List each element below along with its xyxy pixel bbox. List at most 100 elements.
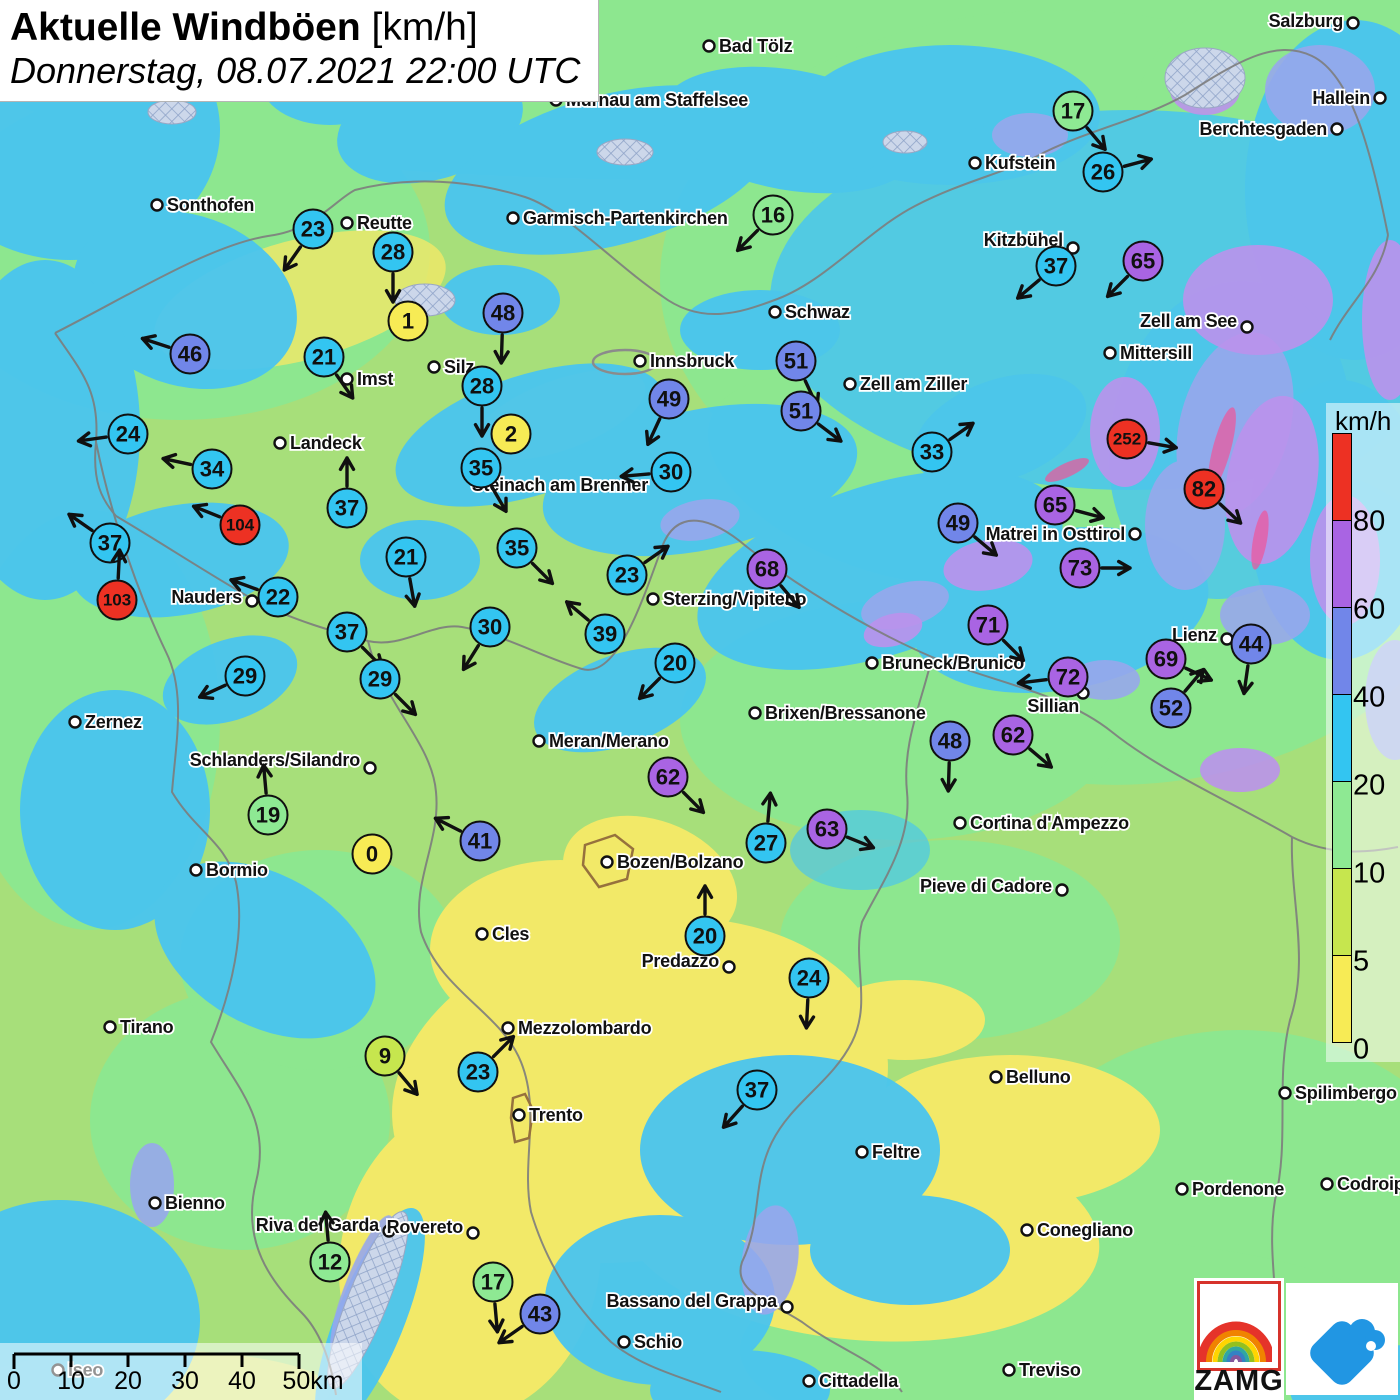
- station-circle: [96, 579, 138, 621]
- station-69[interactable]: 69: [1145, 638, 1213, 683]
- station-37[interactable]: 37: [721, 1069, 778, 1129]
- city-marker: [189, 863, 203, 877]
- station-24[interactable]: 24: [788, 957, 830, 1030]
- station-82[interactable]: 82: [1183, 468, 1243, 525]
- station-30[interactable]: 30: [461, 606, 511, 672]
- wind-direction-arrow: [1183, 668, 1205, 693]
- city-name-label: Treviso: [1019, 1360, 1081, 1380]
- station-33[interactable]: 33: [911, 421, 975, 473]
- city-marker: [748, 706, 762, 720]
- city-marker: [1103, 346, 1117, 360]
- station-51[interactable]: 51: [780, 390, 843, 443]
- city: Cittadella: [802, 1369, 901, 1393]
- station-19[interactable]: 19: [247, 763, 289, 836]
- station-markers: 17 26 16 23 28 37 65 1 48 46 21 51 49 51 28 2 33 252 82 30 3…: [67, 90, 1272, 1345]
- station-circle: [1035, 245, 1077, 287]
- station-28[interactable]: 28: [461, 365, 503, 438]
- station-12[interactable]: 12: [309, 1210, 351, 1283]
- city: Sonthofen: [150, 193, 256, 217]
- station-35[interactable]: 35: [460, 447, 508, 513]
- station-9[interactable]: 9: [364, 1035, 419, 1096]
- map-subtitle-datetime: Donnerstag, 08.07.2021 22:00 UTC: [10, 49, 581, 91]
- wind-direction-arrow: [1016, 673, 1048, 690]
- station-35[interactable]: 35: [496, 527, 555, 586]
- station-65[interactable]: 65: [1105, 240, 1164, 299]
- city-marker: [273, 436, 287, 450]
- station-29[interactable]: 29: [198, 655, 266, 700]
- station-16[interactable]: 16: [735, 194, 794, 253]
- station-49[interactable]: 49: [645, 378, 690, 446]
- station-gust-value: 12: [318, 1250, 342, 1275]
- station-29[interactable]: 29: [359, 658, 418, 717]
- city: Bormio: [189, 858, 270, 882]
- station-gust-value: 52: [1159, 696, 1183, 721]
- station-37[interactable]: 37: [326, 611, 385, 670]
- station-41[interactable]: 41: [433, 815, 501, 862]
- city: Codroipo: [1320, 1172, 1400, 1196]
- station-28[interactable]: 28: [372, 231, 414, 304]
- station-21[interactable]: 21: [303, 336, 355, 400]
- station-71[interactable]: 71: [967, 604, 1026, 663]
- legend-color-block-10: [1332, 781, 1352, 869]
- station-23[interactable]: 23: [282, 208, 334, 272]
- station-gust-value: 23: [301, 217, 325, 242]
- station-26[interactable]: 26: [1082, 151, 1153, 193]
- station-gust-value: 37: [745, 1078, 769, 1103]
- station-circle: [460, 447, 502, 489]
- station-252[interactable]: 252: [1106, 418, 1178, 460]
- wind-direction-arrow: [404, 577, 421, 608]
- station-65[interactable]: 65: [1034, 484, 1105, 526]
- station-2[interactable]: 2: [490, 413, 532, 455]
- station-0[interactable]: 0: [351, 833, 393, 875]
- station-39[interactable]: 39: [565, 600, 626, 655]
- station-43[interactable]: 43: [497, 1293, 561, 1345]
- wind-direction-arrow: [1147, 437, 1178, 454]
- wind-direction-arrow: [721, 1104, 744, 1129]
- station-circle: [780, 390, 822, 432]
- station-1[interactable]: 1: [387, 300, 429, 342]
- station-23[interactable]: 23: [457, 1034, 516, 1093]
- station-63[interactable]: 63: [806, 808, 876, 852]
- station-62[interactable]: 62: [992, 714, 1053, 769]
- scale-bar-label: 10: [57, 1367, 85, 1395]
- station-circle: [1034, 484, 1076, 526]
- city-name-label: Murnau am Staffelsee: [566, 90, 748, 110]
- station-73[interactable]: 73: [1059, 547, 1132, 589]
- city-marker: [780, 1300, 794, 1314]
- station-17[interactable]: 17: [1052, 90, 1107, 151]
- station-34[interactable]: 34: [161, 448, 233, 490]
- station-20[interactable]: 20: [637, 642, 696, 701]
- city-marker: [1020, 1223, 1034, 1237]
- station-24[interactable]: 24: [76, 413, 149, 455]
- city-marker: [103, 1020, 117, 1034]
- station-68[interactable]: 68: [746, 548, 801, 609]
- station-103[interactable]: 103: [96, 548, 138, 621]
- station-21[interactable]: 21: [385, 536, 427, 608]
- station-30[interactable]: 30: [619, 451, 692, 493]
- station-104[interactable]: 104: [191, 502, 261, 546]
- city-name-label: Brixen/Bressanone: [765, 703, 926, 723]
- station-17[interactable]: 17: [472, 1261, 514, 1334]
- station-48[interactable]: 48: [482, 292, 524, 365]
- station-circle: [648, 378, 690, 420]
- station-52[interactable]: 52: [1150, 668, 1205, 729]
- wind-direction-arrow: [643, 544, 670, 565]
- city: Salzburg: [1267, 9, 1360, 33]
- station-20[interactable]: 20: [684, 884, 726, 957]
- station-gust-value: 62: [1001, 723, 1025, 748]
- station-circle: [219, 504, 261, 546]
- station-46[interactable]: 46: [140, 333, 211, 375]
- station-23[interactable]: 23: [606, 544, 670, 596]
- station-62[interactable]: 62: [647, 756, 706, 815]
- wind-direction-arrow: [973, 535, 998, 557]
- station-48[interactable]: 48: [929, 720, 971, 793]
- station-27[interactable]: 27: [745, 791, 787, 864]
- station-49[interactable]: 49: [937, 502, 998, 557]
- station-44[interactable]: 44: [1230, 623, 1272, 696]
- city-name-label: Schlanders/Silandro: [190, 750, 360, 770]
- station-37[interactable]: 37: [1016, 245, 1077, 300]
- station-72[interactable]: 72: [1016, 656, 1089, 698]
- city: Garmisch-Partenkirchen: [506, 206, 730, 230]
- station-22[interactable]: 22: [229, 575, 299, 618]
- station-37[interactable]: 37: [326, 456, 368, 529]
